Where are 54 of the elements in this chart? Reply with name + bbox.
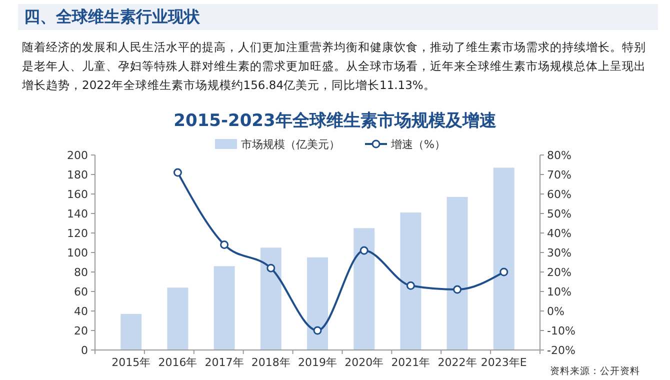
y-tick-label: 80 — [74, 266, 88, 279]
x-tick-label: 2021年 — [391, 356, 430, 369]
point — [173, 168, 182, 177]
x-tick-label: 2016年 — [158, 356, 198, 369]
point — [406, 281, 415, 290]
legend-label: 市场规模（亿美元） — [241, 138, 340, 151]
point — [453, 285, 462, 294]
y-tick-label: 60 — [74, 286, 88, 298]
y-tick-label: 20 — [74, 324, 88, 338]
y2-tick-label: 60% — [547, 188, 572, 201]
bar — [354, 228, 375, 350]
y2-tick-label: 80% — [547, 149, 572, 162]
y-tick-label: 40 — [74, 305, 88, 318]
legend-label: 增速（%） — [390, 138, 446, 151]
y2-tick-label: 40% — [547, 227, 572, 240]
y-tick-label: 120 — [67, 227, 88, 240]
y2-tick-label: -20% — [547, 344, 576, 357]
y-tick-label: 140 — [67, 208, 88, 220]
bar — [493, 168, 514, 350]
x-tick-label: 2020年 — [344, 356, 384, 369]
x-tick-label: 2019年 — [298, 356, 337, 369]
point — [220, 240, 229, 249]
text: 资料来源：公开资料 — [550, 365, 640, 377]
bar — [120, 314, 142, 350]
point — [266, 264, 276, 272]
y2-tick-label: 20% — [547, 266, 572, 279]
y-tick-label: 100 — [67, 246, 88, 260]
point — [500, 268, 508, 276]
y2-tick-label: 0% — [547, 305, 564, 318]
bar — [260, 248, 282, 350]
x-tick-label: 2023年E — [480, 356, 527, 369]
text: 随着经济的发展和人民生活水平的提高，人们更加注重营养均衡和健康饮食，推动了维生素市场需求的持续增长。特别是老年人、儿童、孕妇等特殊人群对维生素的需求更加旺盛。从全球市场看，近年来全球维生素市场规模总体上呈现出增长趋势，2022年全球维生素市场规模约156.84亿美元，同比增长11.13%。 — [22, 39, 647, 94]
bar — [214, 266, 235, 350]
y-tick-label: 160 — [67, 188, 88, 201]
y2-tick-label: 10% — [547, 286, 572, 298]
y-tick-label: 180 — [67, 168, 88, 182]
bar — [446, 196, 468, 350]
chart-title: 2015-2023年全球维生素市场规模及增速 — [174, 111, 496, 131]
y2-tick-label: 70% — [547, 168, 572, 182]
y-tick-label: 200 — [67, 149, 88, 162]
bar — [307, 257, 328, 350]
x-tick-label: 2015年 — [112, 356, 151, 369]
y2-tick-label: 30% — [547, 246, 572, 260]
y-tick-label: 0 — [81, 344, 88, 357]
point — [313, 326, 322, 335]
text: 四、全球维生素行业现状 — [18, 4, 658, 30]
x-tick-label: 2017年 — [204, 356, 244, 369]
y2-tick-label: 50% — [547, 208, 572, 220]
point — [360, 246, 368, 255]
bar — [167, 288, 188, 350]
x-tick-label: 2018年 — [251, 356, 290, 369]
bar — [400, 212, 422, 350]
x-tick-label: 2022年 — [438, 356, 477, 369]
y2-tick-label: -10% — [547, 324, 576, 338]
